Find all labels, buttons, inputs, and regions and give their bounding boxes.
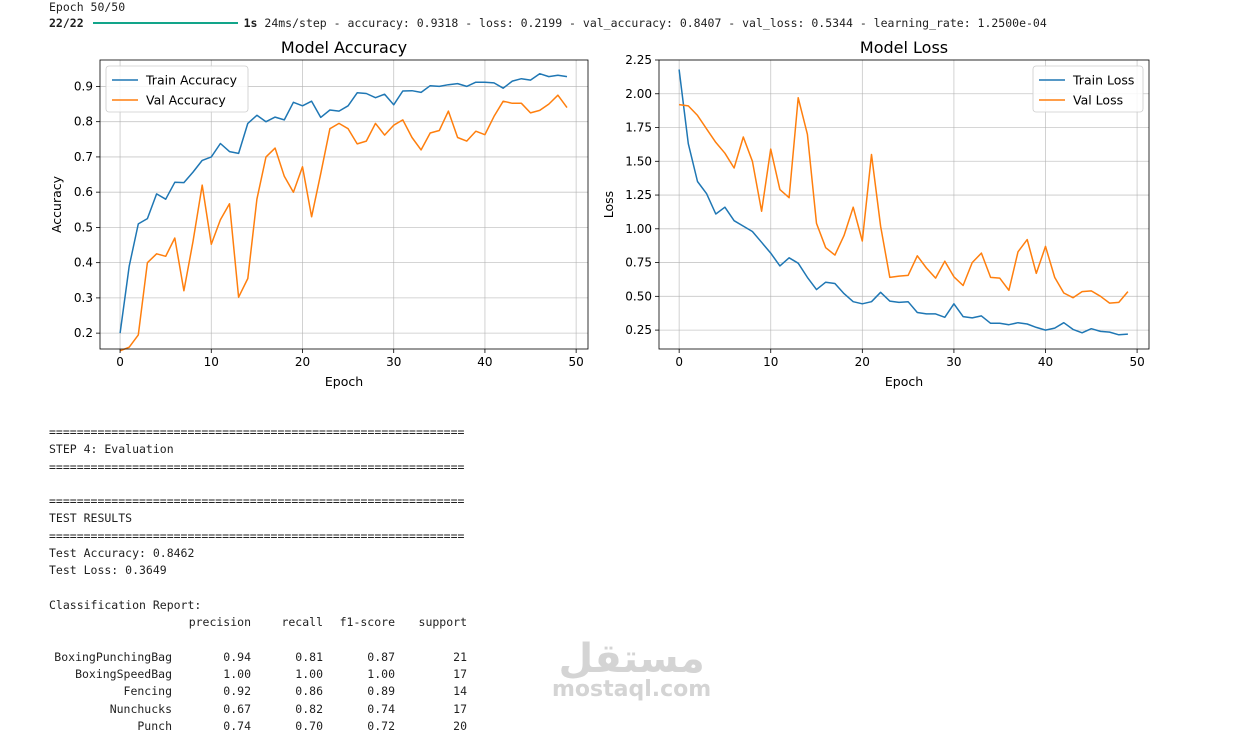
accuracy-y-tick-label: 0.8 <box>74 115 93 129</box>
accuracy-legend-box <box>105 65 249 113</box>
recall-value: 1.00 <box>295 667 323 682</box>
accuracy-x-tick-label: 10 <box>204 355 219 369</box>
accuracy-series-line-val <box>119 94 568 352</box>
step-counter: 22/22 <box>49 16 84 30</box>
header-precision: precision <box>188 615 251 630</box>
report-row: BoxingPunchingBag 0.94 0.81 0.87 21 <box>49 649 467 666</box>
accuracy-y-tick-label: 0.6 <box>74 185 93 199</box>
f1-value: 0.74 <box>367 701 395 716</box>
accuracy-series-line-train <box>119 72 568 334</box>
accuracy-x-tick-label: 20 <box>295 355 310 369</box>
report-title: Classification Report: <box>49 597 202 612</box>
watermark-logo: مستقل mostaql.com <box>552 638 711 702</box>
step-title: STEP 4: Evaluation <box>49 442 174 457</box>
precision-value: 0.92 <box>223 684 251 699</box>
progress-row: 22/22 1s 24ms/step - accuracy: 0.9318 - … <box>49 16 1047 30</box>
metrics-text: 24ms/step - accuracy: 0.9318 - loss: 0.2… <box>257 16 1047 30</box>
precision-value: 1.00 <box>223 667 251 682</box>
results-title: TEST RESULTS <box>49 511 133 526</box>
class-name: BoxingSpeedBag <box>75 667 172 682</box>
support-value: 17 <box>453 701 467 716</box>
accuracy-y-tick-label: 0.7 <box>74 150 93 164</box>
loss-x-axis-label: Epoch <box>885 374 923 389</box>
loss-y-tick-label: 1.75 <box>625 121 652 135</box>
accuracy-chart-title: Model Accuracy <box>281 38 407 57</box>
loss-x-tick-label: 40 <box>1038 355 1053 369</box>
header-support: support <box>418 615 467 630</box>
recall-value: 0.86 <box>295 684 323 699</box>
support-value: 21 <box>453 649 467 664</box>
epoch-line: Epoch 50/50 <box>49 0 126 14</box>
accuracy-y-tick-label: 0.2 <box>74 326 93 340</box>
report-row: Nunchucks 0.67 0.82 0.74 17 <box>49 701 467 718</box>
loss-legend-label-val: Val Loss <box>1073 93 1123 108</box>
loss-y-tick-label: 1.00 <box>625 222 652 236</box>
loss-legend-label-train: Train Loss <box>1072 73 1134 88</box>
watermark-arabic: مستقل <box>558 636 705 682</box>
watermark-latin: mostaql.com <box>552 677 712 702</box>
accuracy-plot-frame <box>99 59 589 350</box>
support-value: 14 <box>453 684 467 699</box>
separator: ========================================… <box>49 459 465 474</box>
precision-value: 0.67 <box>223 701 251 716</box>
loss-y-tick-label: 0.50 <box>625 289 652 303</box>
f1-value: 0.89 <box>367 684 395 699</box>
class-name: BoxingPunchingBag <box>54 649 172 664</box>
test-accuracy: Test Accuracy: 0.8462 <box>49 546 195 561</box>
loss-y-tick-label: 1.25 <box>625 188 652 202</box>
accuracy-legend-label-train: Train Accuracy <box>145 73 238 88</box>
training-charts: 0 10 20 30 40 50 0.2 0.3 0.4 0.5 0.6 0.7 0.8 0.9 Model… <box>49 38 1150 389</box>
test-loss: Test Loss: 0.3649 <box>49 563 167 578</box>
header-recall: recall <box>281 615 323 630</box>
f1-value: 1.00 <box>367 667 395 682</box>
loss-y-tick-label: 0.25 <box>625 323 652 337</box>
loss-series-line-train <box>678 69 1128 336</box>
recall-value: 0.82 <box>295 701 323 716</box>
separator: ========================================… <box>49 528 465 543</box>
separator: ========================================… <box>49 494 465 509</box>
loss-chart-title: Model Loss <box>860 38 948 57</box>
loss-y-tick-label: 0.75 <box>625 256 652 270</box>
accuracy-legend-label-val: Val Accuracy <box>146 93 226 108</box>
separator: ========================================… <box>49 425 465 439</box>
loss-y-axis-label: Loss <box>601 191 616 218</box>
accuracy-y-axis-label: Accuracy <box>49 175 64 233</box>
loss-series-line-val <box>678 97 1129 304</box>
f1-value: 0.87 <box>367 649 395 664</box>
accuracy-x-tick-label: 30 <box>386 355 401 369</box>
loss-x-tick-label: 0 <box>675 355 683 369</box>
precision-value: 0.94 <box>223 649 251 664</box>
accuracy-x-tick-label: 40 <box>477 355 492 369</box>
loss-y-tick-label: 1.50 <box>625 154 652 168</box>
accuracy-x-tick-label: 0 <box>116 355 124 369</box>
classification-report: precision recall f1-score support ​ Boxi… <box>49 614 467 735</box>
loss-plot-frame <box>658 59 1150 350</box>
evaluation-output: ========================================… <box>49 424 467 735</box>
loss-x-tick-label: 20 <box>855 355 870 369</box>
progress-bar <box>92 22 238 24</box>
report-row: BoxingSpeedBag 1.00 1.00 1.00 17 <box>49 666 467 683</box>
loss-x-tick-label: 50 <box>1129 355 1144 369</box>
loss-y-tick-label: 2.00 <box>625 87 652 101</box>
accuracy-y-tick-label: 0.5 <box>74 220 93 234</box>
accuracy-x-tick-label: 50 <box>569 355 584 369</box>
accuracy-y-tick-label: 0.4 <box>74 256 93 270</box>
header-f1: f1-score <box>339 615 395 630</box>
recall-value: 0.81 <box>295 649 323 664</box>
accuracy-y-tick-label: 0.3 <box>74 291 93 305</box>
support-value: 17 <box>453 667 467 682</box>
loss-y-tick-label: 2.25 <box>625 53 652 67</box>
loss-x-tick-label: 10 <box>763 355 778 369</box>
class-name: Nunchucks <box>109 701 172 716</box>
loss-x-tick-label: 30 <box>946 355 961 369</box>
class-name: Fencing <box>123 684 172 699</box>
report-row: Fencing 0.92 0.86 0.89 14 <box>49 683 467 700</box>
report-header-row: precision recall f1-score support <box>49 614 467 631</box>
accuracy-x-axis-label: Epoch <box>325 374 363 389</box>
step-time: 1s <box>243 16 258 30</box>
accuracy-y-tick-label: 0.9 <box>74 79 93 93</box>
